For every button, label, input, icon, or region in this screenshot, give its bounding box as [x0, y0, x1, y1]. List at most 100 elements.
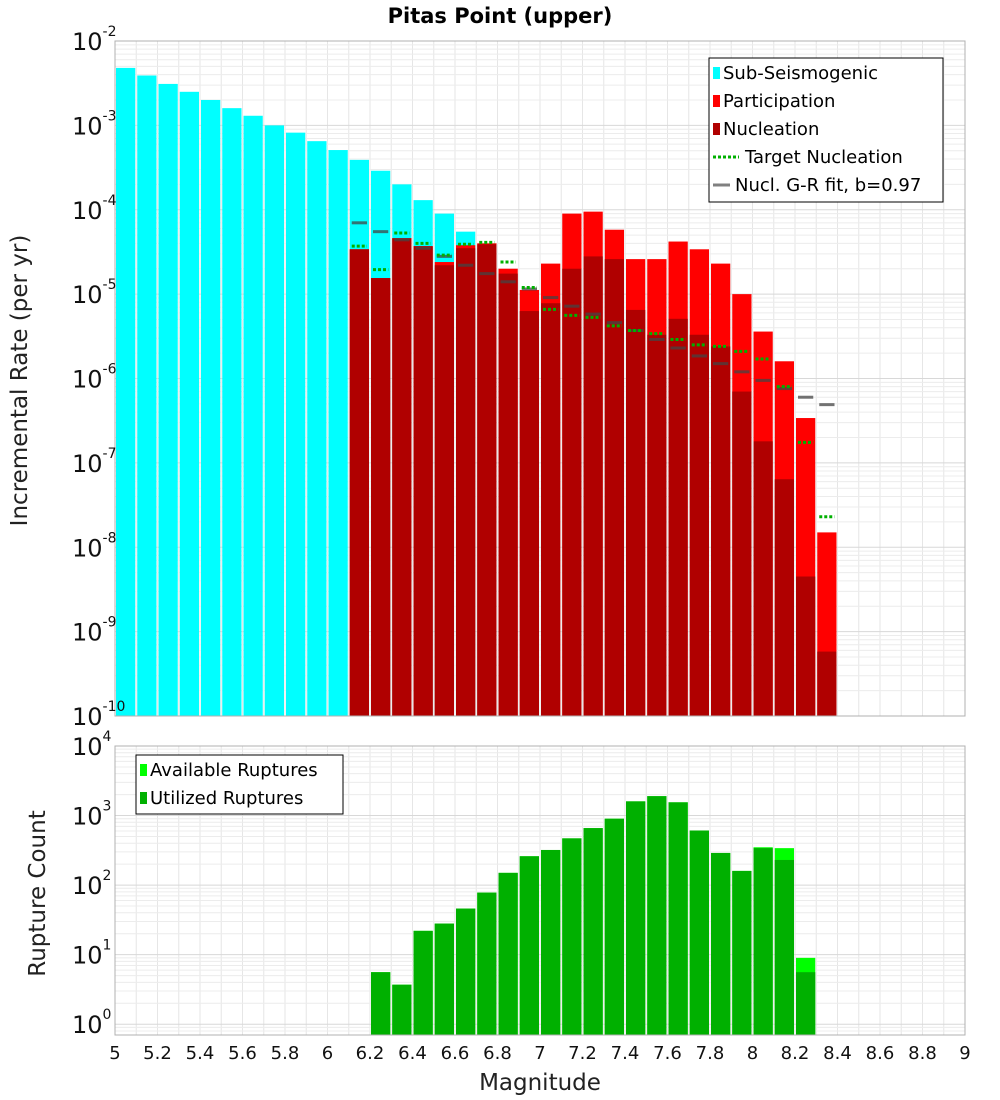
rate-plot-y-ticks: 10-10 10-9 10-8 10-7 10-6 10-5 10-4 10-3 10-2 [72, 24, 125, 731]
legend-swatch [713, 67, 720, 79]
nucleation-bar [583, 256, 603, 716]
utilized-ruptures-bar [392, 984, 412, 1035]
nucleation-bar [796, 576, 816, 716]
rupture-count-y-ticks: 100 101 102 103 104 [72, 729, 112, 1039]
utilized-ruptures-bar [498, 872, 518, 1035]
rate-y-tick-label: 10-9 [72, 615, 117, 647]
utilized-ruptures-bar [647, 796, 667, 1035]
nucleation-bar [456, 248, 476, 717]
utilized-ruptures-bar [519, 856, 539, 1035]
count-y-tick-label: 103 [72, 799, 111, 831]
chart-title: Pitas Point (upper) [388, 4, 613, 28]
x-tick-label: 6.2 [356, 1043, 385, 1064]
rate-y-tick-label: 10-4 [72, 193, 117, 225]
utilized-ruptures-bar [371, 972, 391, 1035]
rate-plot-legend: Sub-Seismogenic Participation Nucleation Ta… [708, 57, 944, 203]
x-tick-label: 5.8 [271, 1043, 300, 1064]
count-legend-box [135, 754, 344, 815]
sub-seismogenic-bar [137, 75, 157, 717]
utilized-ruptures-bar [732, 870, 752, 1035]
legend-label: Available Ruptures [150, 760, 318, 781]
legend-label: Nucl. G-R fit, b=0.97 [735, 175, 921, 196]
count-y-tick-label: 101 [72, 938, 111, 970]
utilized-ruptures-bar [774, 859, 794, 1035]
nucleation-bar [562, 268, 582, 716]
nucleation-bar [519, 311, 539, 716]
magnitude-x-axis-label: Magnitude [479, 1070, 601, 1096]
legend-swatch [713, 95, 720, 107]
legend-swatch [713, 123, 720, 135]
nucleation-bar [732, 391, 752, 716]
utilized-ruptures-bar [562, 838, 582, 1035]
rate-y-tick-label: 10-3 [72, 108, 117, 140]
rupture-count-bars [371, 796, 816, 1035]
utilized-ruptures-bar [456, 908, 476, 1035]
rate-legend-box [708, 57, 944, 203]
utilized-ruptures-bar [753, 848, 773, 1035]
x-tick-label: 6.6 [441, 1043, 470, 1064]
x-tick-label: 5.4 [186, 1043, 215, 1064]
utilized-ruptures-bar [668, 802, 688, 1035]
nucleation-bar [668, 318, 688, 716]
magnitude-x-ticks: 5 5.2 5.4 5.6 5.8 6 6.2 6.4 6.6 6.8 7 7.2 7.4 7.6 7.8 8… [109, 1043, 970, 1064]
nucleation-bar [477, 244, 497, 717]
utilized-ruptures-bar [434, 923, 454, 1035]
x-tick-label: 6.8 [483, 1043, 512, 1064]
rate-y-tick-label: 10-6 [72, 362, 117, 394]
legend-label: Sub-Seismogenic [723, 63, 878, 84]
rupture-count-legend: Available Ruptures Utilized Ruptures [135, 754, 344, 815]
sub-seismogenic-bar [222, 108, 242, 717]
sub-seismogenic-bar [116, 67, 136, 717]
rate-plot-y-axis-label: Incremental Rate (per yr) [7, 235, 33, 527]
nucleation-bar [647, 334, 667, 716]
utilized-ruptures-bar [796, 972, 816, 1035]
rate-y-tick-label: 10-8 [72, 530, 117, 562]
utilized-ruptures-bar [689, 830, 709, 1035]
sub-seismogenic-bar [158, 83, 178, 716]
rate-plot-frame [114, 40, 966, 717]
utilized-ruptures-bar [477, 892, 497, 1035]
x-tick-label: 7.4 [611, 1043, 640, 1064]
rate-y-tick-label: 10-7 [72, 446, 117, 478]
nucleation-bar [498, 273, 518, 716]
sub-seismogenic-bar [286, 132, 306, 716]
utilized-ruptures-bar [711, 852, 731, 1035]
nucleation-bar [689, 334, 709, 716]
sub-seismogenic-bar [307, 141, 327, 717]
legend-swatch [140, 764, 147, 776]
x-tick-label: 6.4 [398, 1043, 427, 1064]
nucleation-bar [349, 249, 369, 716]
rate-plot-panel: 10-10 10-9 10-8 10-7 10-6 10-5 10-4 10-3 10-2 In… [7, 24, 966, 731]
rate-plot-bars [116, 67, 837, 717]
x-tick-label: 8 [747, 1043, 758, 1064]
nucleation-bar [541, 303, 561, 716]
sub-seismogenic-bar [243, 115, 263, 716]
nucleation-bar [711, 346, 731, 716]
x-tick-label: 9 [959, 1043, 970, 1064]
nucleation-bar [434, 265, 454, 716]
nucleation-bar [413, 246, 433, 716]
count-y-tick-label: 104 [72, 729, 112, 761]
sub-seismogenic-bar [328, 150, 348, 716]
nucleation-bar [604, 259, 624, 716]
legend-swatch [140, 792, 147, 804]
nucleation-bar [753, 441, 773, 716]
x-tick-label: 8.6 [866, 1043, 895, 1064]
x-tick-label: 5 [109, 1043, 120, 1064]
rupture-count-panel: 100 101 102 103 104 5 5.2 5.4 5.6 5.8 6 6.2 6.4 6.6 6… [25, 729, 971, 1096]
x-tick-label: 8.8 [908, 1043, 937, 1064]
utilized-ruptures-bar [583, 828, 603, 1035]
nucleation-bar [392, 238, 412, 716]
rupture-count-y-axis-label: Rupture Count [25, 810, 51, 976]
count-y-tick-label: 100 [72, 1007, 111, 1039]
utilized-ruptures-bar [626, 801, 646, 1035]
rupture-count-grid [114, 746, 966, 1036]
utilized-ruptures-bar [413, 930, 433, 1035]
utilized-ruptures-bar [604, 818, 624, 1035]
count-y-tick-label: 102 [72, 868, 111, 900]
legend-label: Utilized Ruptures [150, 788, 303, 809]
rate-y-tick-label: 10-10 [72, 699, 125, 731]
legend-label: Participation [723, 91, 835, 112]
nucleation-bar [817, 651, 837, 716]
